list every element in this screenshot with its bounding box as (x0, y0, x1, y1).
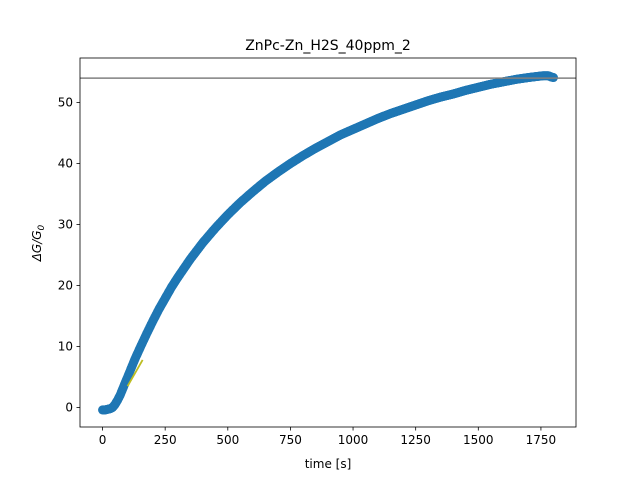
plot-frame (79, 57, 577, 428)
x-tick-label: 500 (216, 433, 239, 447)
y-axis-label: ΔG/G0 (30, 224, 47, 262)
x-axis-label: time [s] (305, 457, 352, 471)
y-tick-label: 40 (58, 157, 73, 171)
x-tick-label: 0 (99, 433, 107, 447)
x-tick-label: 1500 (463, 433, 494, 447)
y-axis-label-subscript: 0 (37, 224, 47, 230)
y-tick-label: 0 (65, 400, 73, 414)
y-axis-label-main: ΔG/G (30, 230, 44, 262)
y-tick-label: 10 (58, 339, 73, 353)
x-tick-label: 1750 (526, 433, 557, 447)
x-tick-label: 750 (279, 433, 302, 447)
ticks-layer: 0 250 500 750 1000 1250 1500 1750 0 10 20 30 40 50 (58, 96, 556, 447)
fit-line (126, 359, 144, 387)
chart-title: ZnPc-Zn_H2S_40ppm_2 (245, 38, 411, 54)
x-tick-label: 1000 (338, 433, 369, 447)
y-tick-label: 30 (58, 218, 73, 232)
y-tick-label: 20 (58, 278, 73, 292)
plot-data-layer (80, 71, 576, 415)
x-tick-label: 250 (154, 433, 177, 447)
y-tick-label: 50 (58, 96, 73, 110)
x-tick-label: 1250 (400, 433, 431, 447)
